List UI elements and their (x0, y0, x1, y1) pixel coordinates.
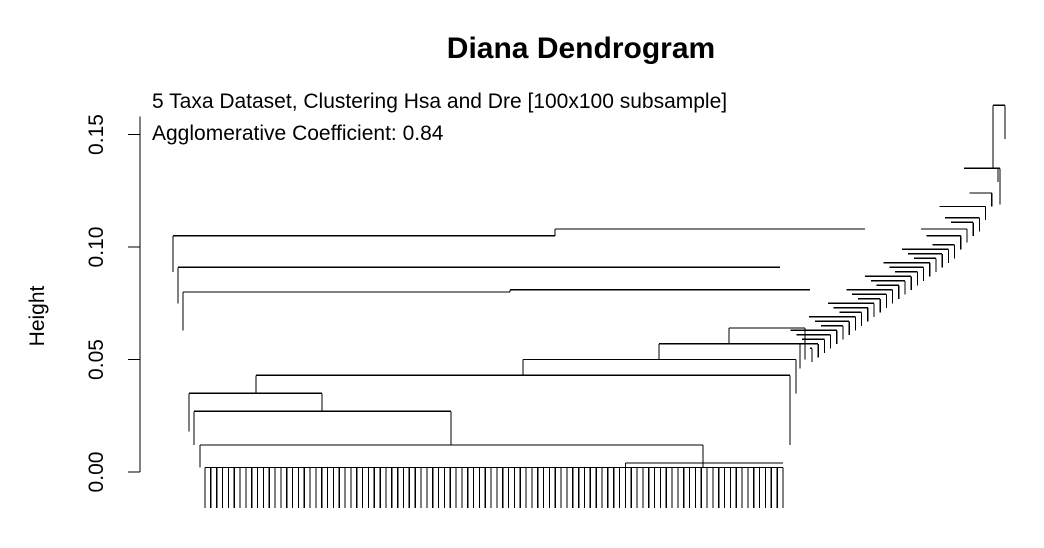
chart-subtitle-line-2: Agglomerative Coefficient: 0.84 (152, 122, 444, 145)
y-tick-label: 0.15 (85, 114, 108, 155)
chart-subtitle-line-1: 5 Taxa Dataset, Clustering Hsa and Dre [… (152, 90, 727, 113)
y-tick-label: 0.00 (85, 452, 108, 493)
y-tick-label: 0.10 (85, 227, 108, 268)
dendrogram-tree (172, 104, 1006, 508)
chart-title: Diana Dendrogram (447, 32, 715, 65)
y-tick-label: 0.05 (85, 339, 108, 380)
y-axis: 0.00 0.05 0.10 0.15 (85, 114, 141, 493)
y-axis-label: Height (26, 285, 49, 346)
